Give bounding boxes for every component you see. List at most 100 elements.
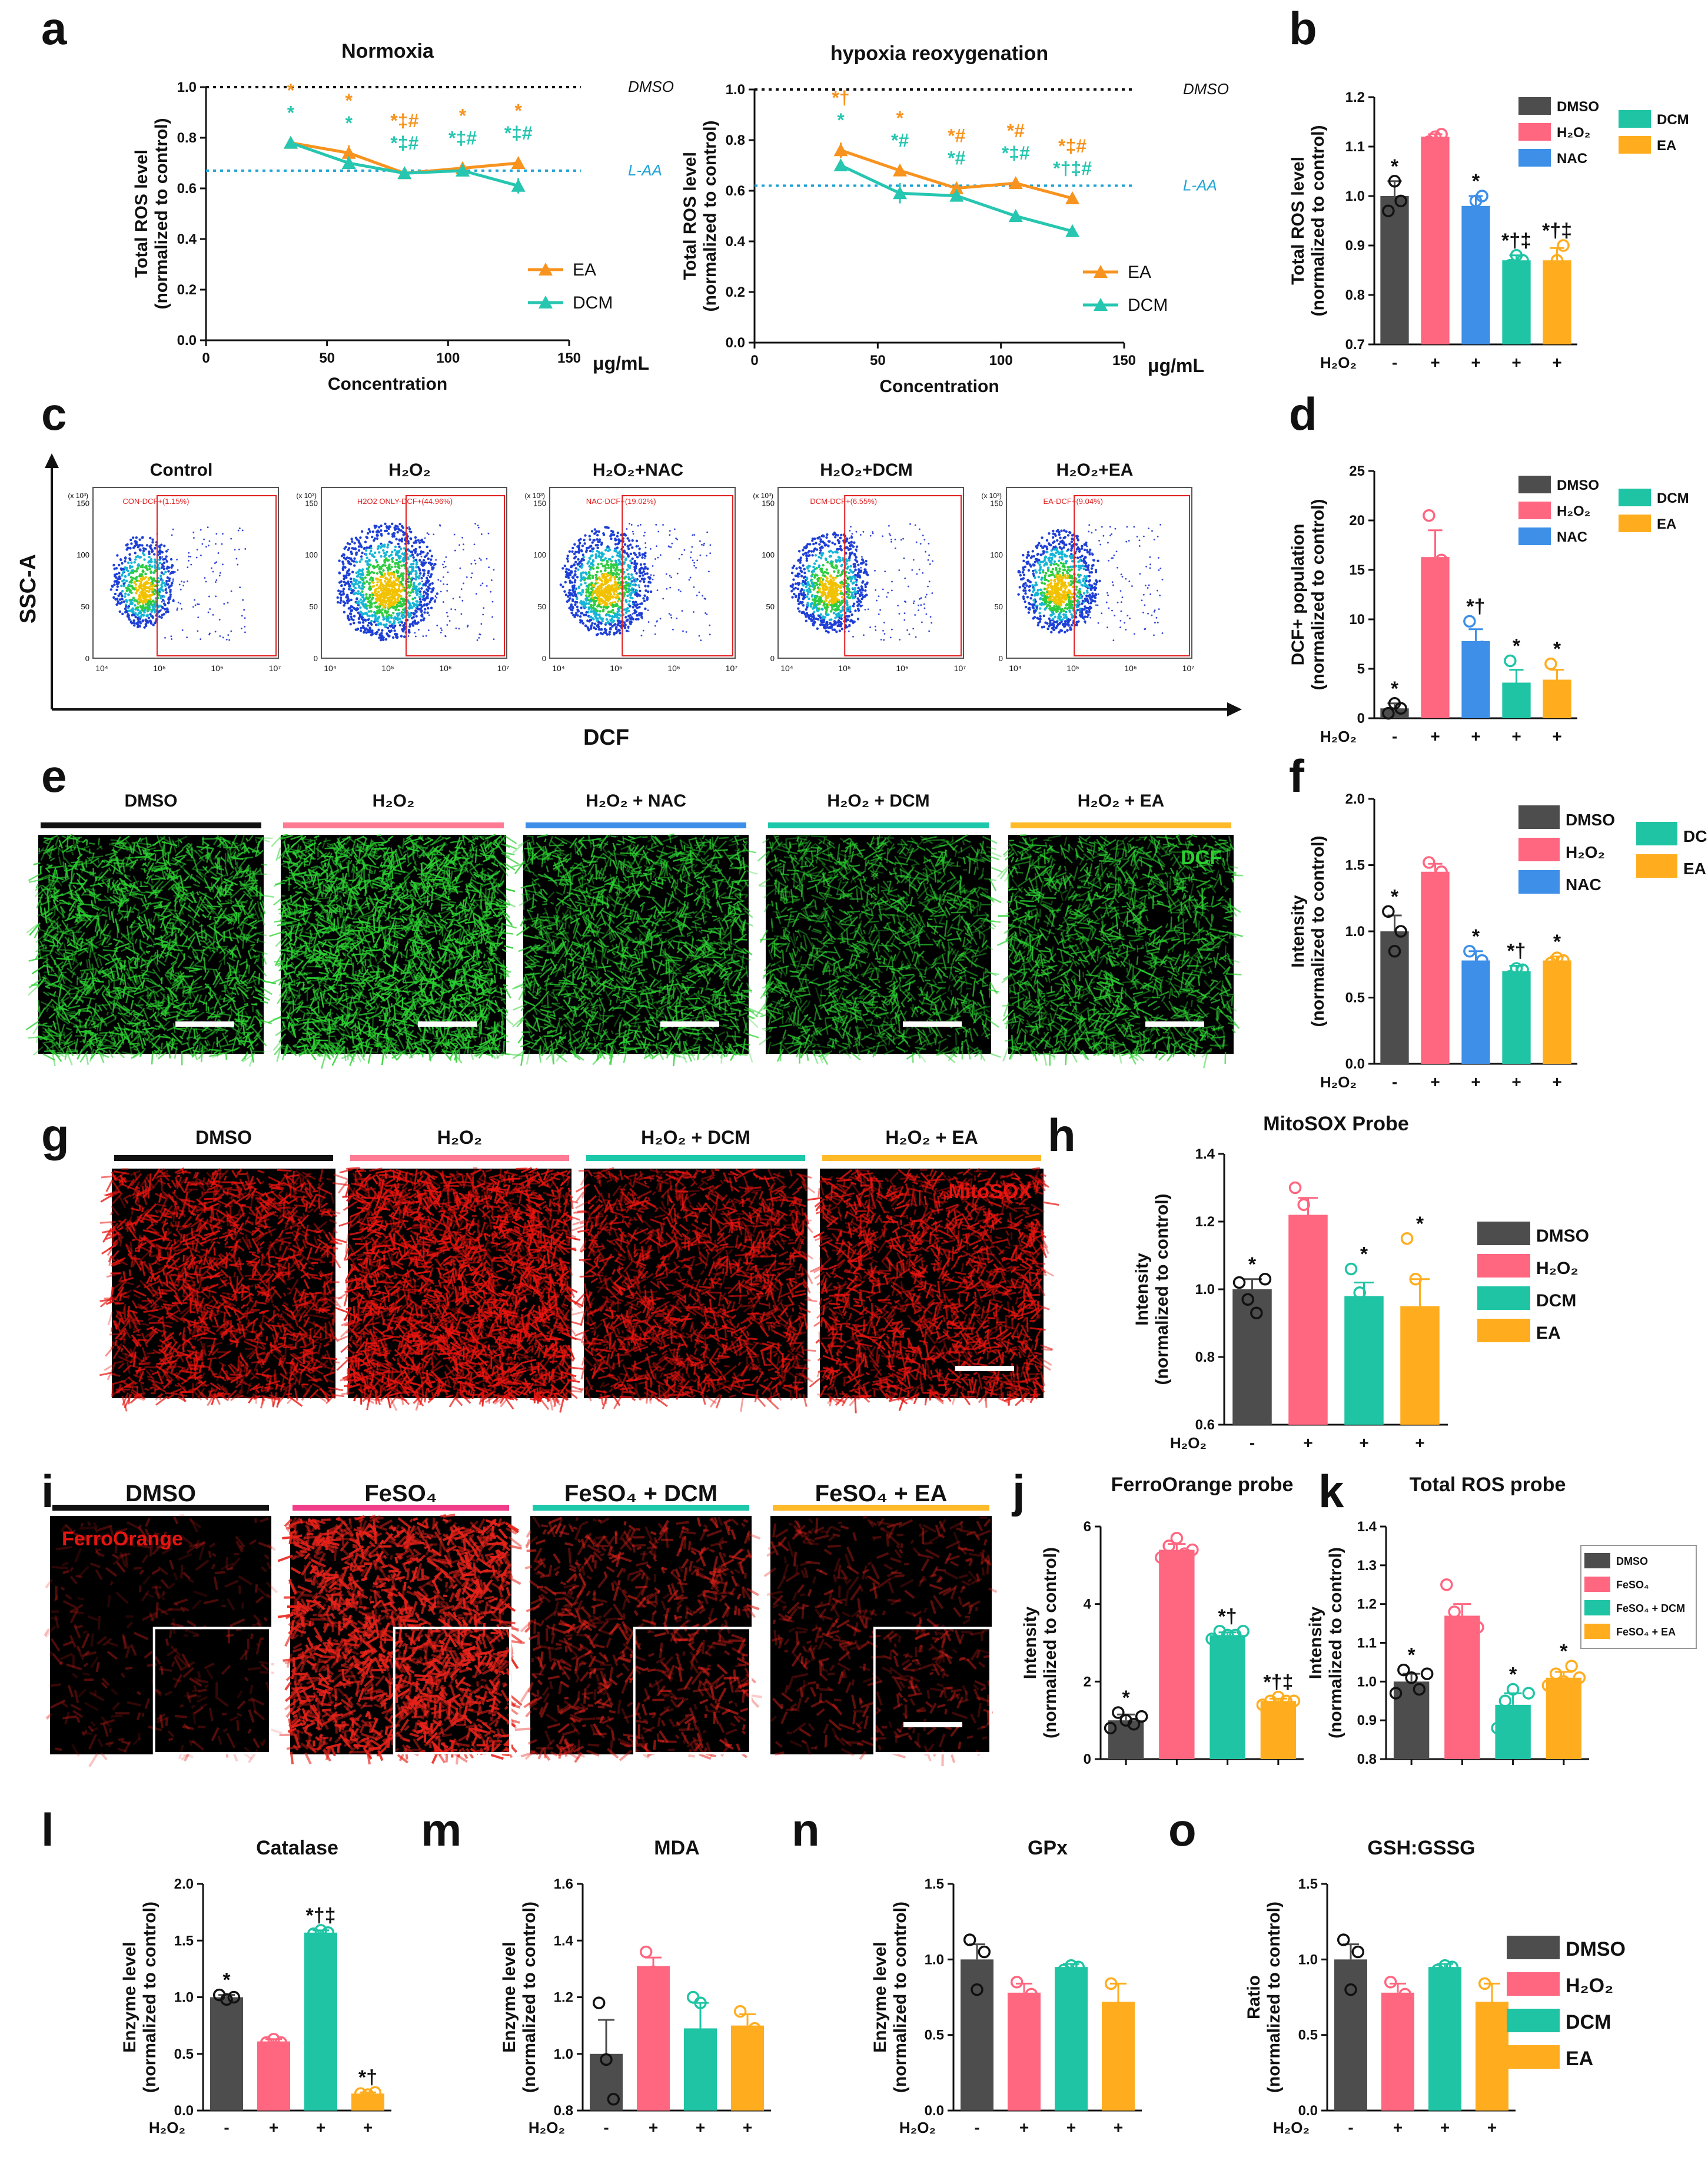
flow-event xyxy=(413,584,415,586)
flow-event xyxy=(378,609,381,612)
flow-event xyxy=(227,634,229,636)
flow-event xyxy=(380,596,382,598)
flow-event xyxy=(411,617,413,619)
flow-ytick: 50 xyxy=(81,602,89,611)
treatment-sign: + xyxy=(649,2118,658,2136)
x-tick-label: 0 xyxy=(750,353,758,369)
flow-event xyxy=(398,589,400,591)
y-axis-label: DCF+ population xyxy=(1288,524,1308,666)
flow-event xyxy=(118,572,120,574)
y-tick-label: 0 xyxy=(1084,1751,1091,1767)
flow-xtick: 10⁶ xyxy=(439,663,451,673)
flow-event xyxy=(148,579,150,581)
flow-event xyxy=(121,601,123,603)
treatment-sign: + xyxy=(1440,2118,1450,2136)
flow-event xyxy=(366,556,368,559)
flow-event xyxy=(418,542,421,544)
flow-event xyxy=(130,592,132,594)
legend-swatch xyxy=(1619,489,1651,506)
flow-event xyxy=(154,561,156,563)
flow-event xyxy=(148,568,151,570)
y-axis-label: (normalized to control) xyxy=(152,118,171,310)
treatment-label: H₂O₂ xyxy=(1320,1073,1357,1091)
y-tick-label: 10 xyxy=(1349,612,1365,628)
flow-event xyxy=(166,581,168,583)
significance-mark: *†‡# xyxy=(1053,158,1092,179)
flow-event xyxy=(244,617,246,619)
flow-event xyxy=(176,609,178,611)
flow-event xyxy=(400,595,402,598)
flow-event xyxy=(347,542,349,545)
flow-event xyxy=(380,555,382,558)
y-tick-label: 20 xyxy=(1349,513,1365,529)
flow-event xyxy=(401,628,403,631)
treatment-sign: - xyxy=(1392,1073,1397,1091)
flow-event xyxy=(129,539,132,541)
flow-event xyxy=(170,558,172,560)
flow-event xyxy=(356,575,358,578)
significance-mark: * xyxy=(1122,1687,1131,1709)
flow-event xyxy=(401,598,404,600)
bar xyxy=(257,2042,290,2111)
legend-label: FeSO₄ + EA xyxy=(1616,1626,1676,1638)
y-tick-label: 1.0 xyxy=(1357,1674,1377,1690)
flow-event xyxy=(419,590,421,593)
y-tick-label: 1.2 xyxy=(1195,1214,1215,1230)
y-axis-label: (normalized to control) xyxy=(700,121,720,312)
flow-event xyxy=(397,543,400,545)
flow-event xyxy=(370,610,372,612)
flow-event xyxy=(152,605,154,608)
flow-event xyxy=(149,613,151,615)
flow-event xyxy=(115,576,117,579)
flow-event xyxy=(119,610,121,613)
flow-event xyxy=(230,538,232,540)
flow-event xyxy=(400,565,403,567)
flow-event xyxy=(138,595,140,598)
y-tick-label: 1.0 xyxy=(554,2046,573,2062)
treatment-sign: + xyxy=(1487,2118,1497,2136)
flow-event xyxy=(177,608,178,609)
flow-event xyxy=(154,564,156,566)
panel-letter-g: g xyxy=(41,1109,69,1161)
flow-event xyxy=(150,558,152,560)
flow-event xyxy=(387,627,389,629)
flow-event xyxy=(403,635,406,638)
flow-xtick: 10⁴ xyxy=(95,663,108,673)
flow-event xyxy=(384,523,386,525)
flow-event xyxy=(244,548,246,550)
flow-event xyxy=(151,541,154,543)
flow-event xyxy=(111,585,114,587)
treatment-sign: + xyxy=(1552,1073,1561,1091)
flow-event xyxy=(140,566,142,568)
y-tick-label: 0.5 xyxy=(925,2028,944,2043)
flow-event xyxy=(237,564,238,566)
bar xyxy=(1543,961,1571,1064)
treatment-sign: + xyxy=(1066,2118,1076,2136)
flow-event xyxy=(377,598,380,600)
legend-label: NAC xyxy=(1557,529,1587,545)
treatment-sign: + xyxy=(1471,353,1480,371)
flow-event xyxy=(147,603,149,605)
flow-event xyxy=(396,559,398,561)
data-point xyxy=(1234,1278,1245,1288)
flow-event xyxy=(396,604,398,606)
flow-event xyxy=(154,566,156,569)
flow-event xyxy=(353,542,355,544)
treatment-sign: + xyxy=(363,2118,373,2136)
legend-label: DCM xyxy=(1566,2011,1611,2033)
treatment-sign: + xyxy=(1471,1073,1480,1091)
flow-event xyxy=(416,553,418,556)
flow-event xyxy=(423,595,425,597)
flow-plot: H₂O₂(x 10³)05010015010⁴ 10⁵ 10⁶ 10⁷H2O2 ONL… xyxy=(296,460,509,673)
flow-event xyxy=(124,566,126,569)
flow-event xyxy=(131,602,134,605)
bar xyxy=(684,2028,717,2111)
flow-event xyxy=(346,602,348,604)
y-tick-label: 0.0 xyxy=(174,2103,194,2119)
flow-event xyxy=(142,589,144,591)
flow-event xyxy=(430,606,433,609)
flow-event xyxy=(203,539,205,540)
flow-event xyxy=(166,559,168,561)
significance-mark: *† xyxy=(1466,595,1485,618)
flow-event xyxy=(397,596,400,598)
